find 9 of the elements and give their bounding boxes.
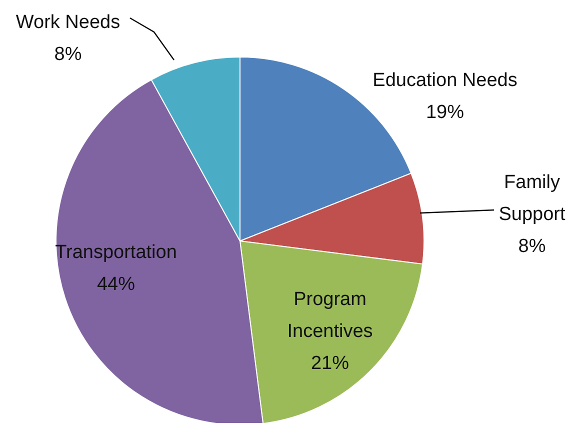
slice-label: Program Incentives xyxy=(287,288,373,342)
data-label: 19% xyxy=(426,102,464,122)
slice-label: Education Needs xyxy=(372,70,518,90)
data-label: 44% xyxy=(96,274,136,294)
slice-label: Work Needs xyxy=(16,12,120,32)
slice-label: Family Support xyxy=(498,172,566,224)
data-label: 21% xyxy=(310,352,350,374)
data-label: 8% xyxy=(54,44,82,64)
data-label: 8% xyxy=(518,236,546,256)
